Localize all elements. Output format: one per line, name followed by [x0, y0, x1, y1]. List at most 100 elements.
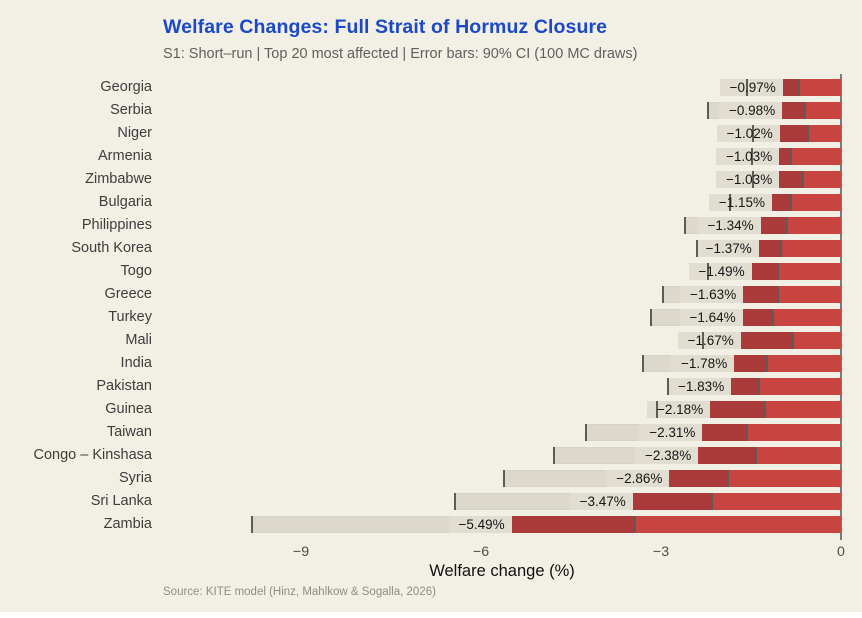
- country-label: India: [120, 355, 152, 371]
- row-plot: −2.86%: [163, 467, 841, 490]
- country-label: Guinea: [105, 401, 152, 417]
- ci-whisker-high: [777, 262, 779, 281]
- x-tick-label: −9: [292, 544, 310, 560]
- ci-whisker-high: [745, 423, 748, 442]
- ci-band-overlap: [511, 515, 636, 534]
- row-plot: −1.49%: [163, 260, 841, 283]
- ci-band-overlap: [779, 124, 808, 143]
- ci-whisker-low: [649, 308, 652, 327]
- row-plot: −1.15%: [163, 191, 841, 214]
- x-axis-ticks: −9 −6 −3 0: [163, 544, 845, 561]
- country-label: Zambia: [103, 516, 152, 532]
- ci-band-overlap: [758, 239, 781, 258]
- ci-band-overlap: [669, 469, 729, 488]
- ci-whisker-high: [634, 515, 637, 534]
- value-label-box: [719, 101, 783, 120]
- ci-whisker-low: [502, 469, 505, 488]
- value-label-box: [448, 515, 512, 534]
- ci-whisker-low: [706, 262, 709, 281]
- ci-whisker-low: [696, 239, 698, 258]
- country-label: Serbia: [110, 102, 152, 118]
- ci-whisker-high: [780, 239, 782, 258]
- ci-band-overlap: [779, 170, 804, 189]
- row-plot: −1.02%: [163, 122, 841, 145]
- country-label: Georgia: [100, 79, 152, 95]
- value-label: −1.67%: [687, 333, 734, 348]
- value-label-box: [680, 285, 744, 304]
- ci-whisker-high: [772, 308, 775, 327]
- ci-band: [251, 515, 512, 534]
- value-label-box: [606, 469, 670, 488]
- ci-whisker-low: [751, 124, 754, 143]
- x-tick-label: 0: [837, 544, 845, 560]
- value-label-box: [688, 262, 752, 281]
- row-plot: −1.67%: [163, 329, 841, 352]
- chart-row: Zimbabwe −1.03%: [0, 168, 841, 191]
- ci-whisker-high: [754, 446, 757, 465]
- row-plot: −1.37%: [163, 237, 841, 260]
- value-label: −1.83%: [678, 379, 725, 394]
- value-label: −2.86%: [616, 471, 663, 486]
- country-label: Niger: [117, 125, 152, 141]
- country-label: Taiwan: [106, 424, 152, 440]
- ci-band-overlap: [782, 101, 805, 120]
- chart-row: Taiwan −2.31%: [0, 421, 841, 444]
- value-label-box: [671, 354, 735, 373]
- ci-whisker-high: [790, 193, 793, 212]
- chart-row: Zambia −5.49%: [0, 513, 841, 536]
- chart-row: Syria −2.86%: [0, 467, 841, 490]
- chart-row: Bulgaria −1.15%: [0, 191, 841, 214]
- ci-band-overlap: [734, 354, 768, 373]
- value-label: −1.03%: [726, 172, 773, 187]
- chart-row: Serbia −0.98%: [0, 99, 841, 122]
- value-label: −1.64%: [689, 310, 736, 325]
- chart-row: Congo – Kinshasa −2.38%: [0, 444, 841, 467]
- country-label: Turkey: [108, 309, 152, 325]
- row-plot: −1.64%: [163, 306, 841, 329]
- ci-whisker-low: [751, 170, 754, 189]
- row-plot: −3.47%: [163, 490, 841, 513]
- chart-row: Togo −1.49%: [0, 260, 841, 283]
- value-label-box: [635, 446, 699, 465]
- value-label: −1.63%: [690, 287, 737, 302]
- row-plot: −1.03%: [163, 145, 841, 168]
- value-label-box: [569, 492, 633, 511]
- value-label-box: [679, 308, 743, 327]
- ci-band-overlap: [779, 147, 792, 166]
- row-plot: −1.63%: [163, 283, 841, 306]
- value-label-box: [677, 331, 741, 350]
- value-label-box: [716, 147, 780, 166]
- value-label: −2.38%: [645, 448, 692, 463]
- ci-band-overlap: [743, 285, 778, 304]
- country-label: Zimbabwe: [85, 171, 152, 187]
- ci-whisker-low: [642, 354, 644, 373]
- ci-whisker-low: [745, 78, 748, 97]
- ci-band-overlap: [782, 78, 799, 97]
- ci-whisker-low: [655, 400, 658, 419]
- value-label-box: [668, 377, 732, 396]
- row-plot: −1.78%: [163, 352, 841, 375]
- value-label: −5.49%: [458, 517, 505, 532]
- ci-band-overlap: [760, 216, 787, 235]
- ci-whisker-high: [777, 285, 779, 304]
- ci-whisker-high: [804, 101, 806, 120]
- value-label: −1.49%: [698, 264, 745, 279]
- row-plot: −2.31%: [163, 421, 841, 444]
- value-label: −1.03%: [726, 149, 773, 164]
- value-label-box: [716, 170, 780, 189]
- value-label-box: [697, 216, 761, 235]
- zero-axis-line: [840, 74, 842, 540]
- chart-row: South Korea −1.37%: [0, 237, 841, 260]
- country-label: Mali: [125, 332, 152, 348]
- country-label: Greece: [104, 286, 152, 302]
- row-plot: −0.98%: [163, 99, 841, 122]
- source-note: Source: KITE model (Hinz, Mahlkow & Soga…: [163, 586, 436, 598]
- chart-row: Sri Lanka −3.47%: [0, 490, 841, 513]
- chart-row: Armenia −1.03%: [0, 145, 841, 168]
- ci-band-overlap: [742, 308, 774, 327]
- ci-whisker-high: [798, 78, 800, 97]
- ci-band-overlap: [632, 492, 712, 511]
- country-label: South Korea: [71, 240, 152, 256]
- row-plot: −1.34%: [163, 214, 841, 237]
